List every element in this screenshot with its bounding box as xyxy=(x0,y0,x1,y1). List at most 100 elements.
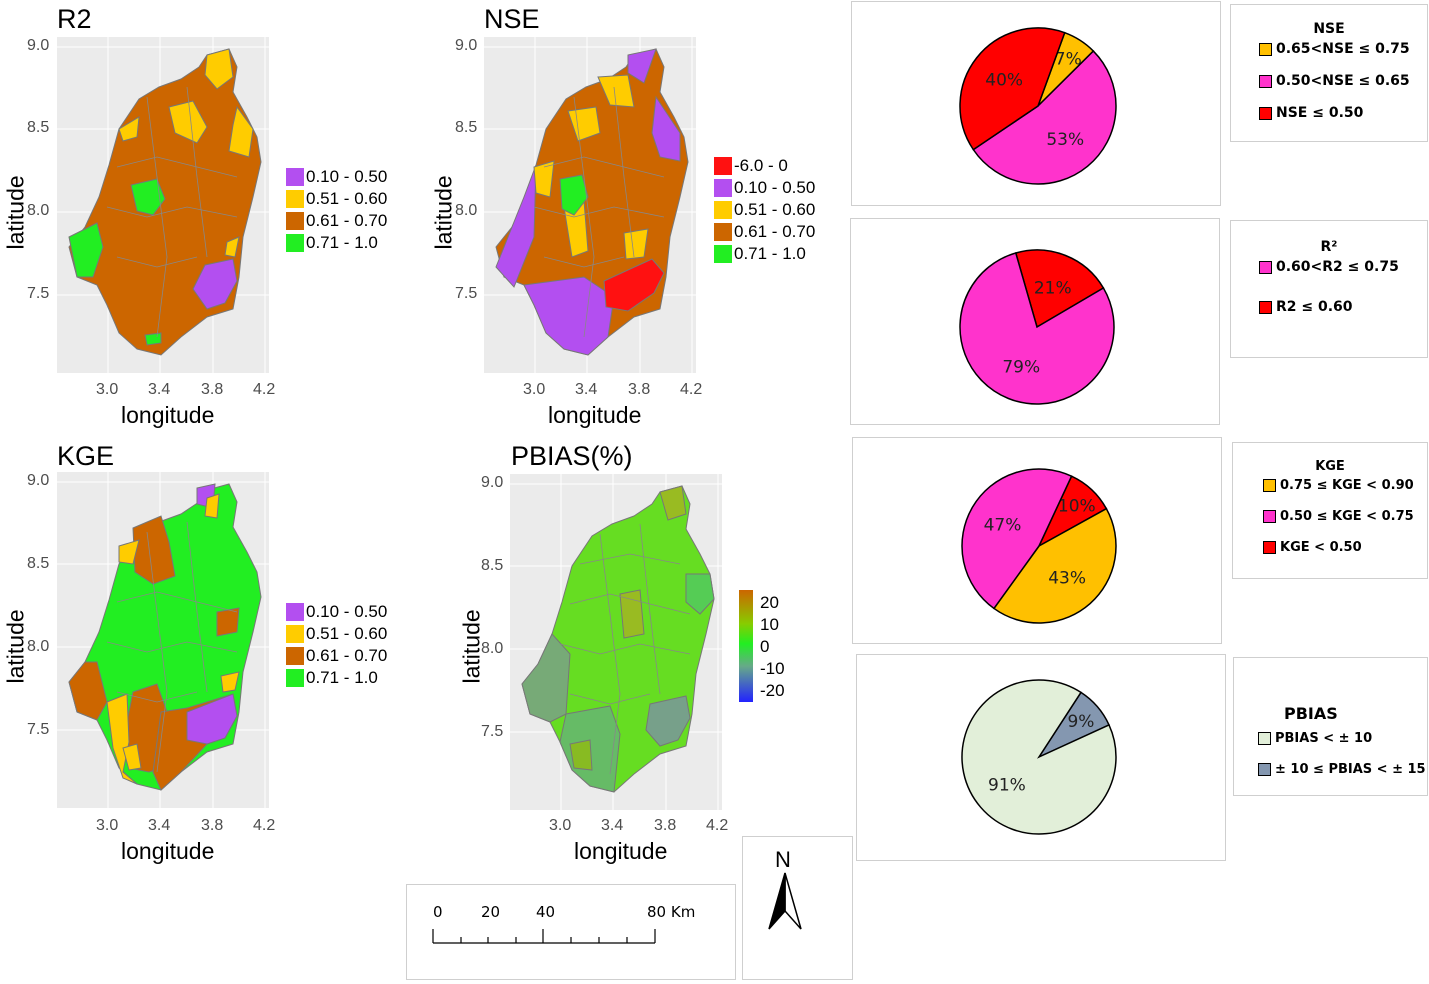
kge-xtick-0: 3.0 xyxy=(96,817,119,834)
pbias-colorbar-label-4: -20 xyxy=(760,681,785,700)
pbias-ytick-2: 8.0 xyxy=(481,640,504,657)
pbias-colorbar-label-2: 0 xyxy=(760,637,770,656)
nse-xlabel: longitude xyxy=(548,402,642,428)
kge-ytick-3: 7.5 xyxy=(27,721,50,738)
pbias-ytick-0: 9.0 xyxy=(481,474,504,491)
nse-ytick-1: 8.5 xyxy=(455,119,478,136)
kge-xtick-2: 3.8 xyxy=(201,817,224,834)
pbias-colorbar-label-0: 20 xyxy=(760,593,779,612)
legend-swatch xyxy=(1263,541,1276,554)
map-r2 xyxy=(57,37,269,373)
pie-legend-r2: R² 0.60<R2 ≤ 0.75 R2 ≤ 0.60 xyxy=(1230,220,1428,358)
legend-swatch xyxy=(1263,510,1276,523)
pie-pbias-label-1: 91% xyxy=(988,776,1026,796)
legend-swatch xyxy=(1259,106,1272,120)
pie-kge-label-2: 47% xyxy=(984,516,1022,536)
kge-ylabel: latitude xyxy=(2,609,29,684)
map-title-nse: NSE xyxy=(484,4,540,34)
pbias-ytick-3: 7.5 xyxy=(481,723,504,740)
legend-swatch xyxy=(1263,479,1276,492)
r2-xtick-1: 3.4 xyxy=(148,381,171,398)
legend-swatch xyxy=(714,179,732,197)
kge-ytick-2: 8.0 xyxy=(27,638,50,655)
map-pbias xyxy=(510,474,722,810)
pbias-colorbar-label-1: 10 xyxy=(760,615,779,634)
map-nse xyxy=(484,37,696,373)
pie-legend-title: NSE xyxy=(1313,21,1345,37)
r2-xtick-2: 3.8 xyxy=(201,381,224,398)
kge-xtick-1: 3.4 xyxy=(148,817,171,834)
map-pbias-svg xyxy=(510,474,722,810)
pie-legend-nse: NSE 0.65<NSE ≤ 0.75 0.50<NSE ≤ 0.65 NSE … xyxy=(1230,4,1428,142)
pie-r2-label-1: 79% xyxy=(1002,357,1040,377)
pie-legend-pbias: PBIAS PBIAS < ± 10 ± 10 ≤ PBIAS < ± 15 xyxy=(1233,657,1428,796)
pie-r2-slice-1 xyxy=(959,252,1115,405)
pie-kge-label-0: 10% xyxy=(1058,496,1096,516)
r2-xlabel: longitude xyxy=(121,402,215,428)
pie-nse-label-0: 7% xyxy=(1055,50,1082,70)
nse-xtick-1: 3.4 xyxy=(575,381,598,398)
north-arrow-icon xyxy=(768,872,802,930)
pie-r2: 21% 79% xyxy=(959,249,1115,405)
nse-ytick-3: 7.5 xyxy=(455,285,478,302)
nse-xtick-3: 4.2 xyxy=(680,381,703,398)
pie-box-kge: 10% 43% 47% xyxy=(852,437,1222,644)
pie-nse-label-1: 53% xyxy=(1046,130,1084,150)
r2-xtick-3: 4.2 xyxy=(253,381,276,398)
scalebar-svg: 0 20 40 80 Km xyxy=(432,903,695,944)
legend-swatch xyxy=(286,625,304,643)
pie-box-r2: 21% 79% xyxy=(850,218,1220,425)
map-kge-svg xyxy=(57,472,269,808)
map-title-pbias: PBIAS(%) xyxy=(511,441,633,471)
r2-ytick-2: 8.0 xyxy=(27,202,50,219)
pie-kge: 10% 43% 47% xyxy=(961,468,1117,624)
legend-swatch xyxy=(286,603,304,621)
pie-nse-slice-2 xyxy=(959,27,1066,151)
map-title-r2: R2 xyxy=(57,4,92,34)
kge-legend: 0.10 - 0.50 0.51 - 0.60 0.61 - 0.70 0.71… xyxy=(286,601,387,689)
pie-nse-slice-1 xyxy=(972,49,1117,185)
legend-swatch xyxy=(714,245,732,263)
kge-ytick-1: 8.5 xyxy=(27,555,50,572)
legend-swatch xyxy=(286,168,304,186)
scale-label-1: 20 xyxy=(481,903,500,921)
pie-pbias-slice-1 xyxy=(961,679,1117,835)
legend-swatch xyxy=(714,223,732,241)
legend-swatch xyxy=(286,669,304,687)
pie-legend-title: PBIAS xyxy=(1284,704,1338,723)
pie-kge-slice-1 xyxy=(992,507,1117,624)
pbias-ytick-1: 8.5 xyxy=(481,557,504,574)
legend-swatch xyxy=(714,157,732,175)
r2-ylabel: latitude xyxy=(2,175,29,250)
nse-xtick-2: 3.8 xyxy=(628,381,651,398)
kge-ytick-0: 9.0 xyxy=(27,472,50,489)
pbias-xlabel: longitude xyxy=(574,838,668,864)
kge-xlabel: longitude xyxy=(121,838,215,864)
north-arrow-box: N xyxy=(742,836,853,980)
pbias-xtick-0: 3.0 xyxy=(549,817,572,834)
map-title-kge: KGE xyxy=(57,441,115,471)
map-r2-svg xyxy=(57,37,269,373)
pie-legend-kge: KGE 0.75 ≤ KGE < 0.90 0.50 ≤ KGE < 0.75 … xyxy=(1232,442,1428,579)
nse-legend: -6.0 - 0 0.10 - 0.50 0.51 - 0.60 0.61 - … xyxy=(714,155,815,265)
pie-nse-label-2: 40% xyxy=(985,71,1023,91)
scale-label-0: 0 xyxy=(433,903,443,921)
legend-swatch xyxy=(286,212,304,230)
legend-swatch xyxy=(1259,300,1272,314)
pbias-xtick-1: 3.4 xyxy=(601,817,624,834)
scale-label-2: 40 xyxy=(536,903,555,921)
pie-pbias: 9% 91% xyxy=(961,679,1117,835)
pbias-colorbar xyxy=(739,590,753,702)
legend-swatch xyxy=(1258,732,1271,745)
map-nse-svg xyxy=(484,37,696,373)
pie-box-nse: 7% 53% 40% xyxy=(851,1,1221,206)
pie-nse: 7% 53% 40% xyxy=(959,27,1117,185)
nse-ytick-0: 9.0 xyxy=(455,37,478,54)
pie-r2-label-0: 21% xyxy=(1034,279,1072,299)
pbias-ylabel: latitude xyxy=(458,609,485,684)
legend-swatch xyxy=(714,201,732,219)
legend-swatch xyxy=(286,190,304,208)
north-label: N xyxy=(775,847,791,872)
r2-ytick-1: 8.5 xyxy=(27,119,50,136)
r2-ytick-0: 9.0 xyxy=(27,37,50,54)
